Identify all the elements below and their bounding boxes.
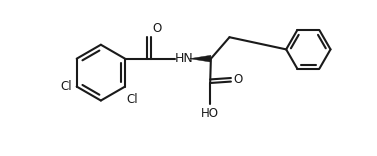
Text: Cl: Cl — [61, 80, 72, 93]
Polygon shape — [189, 55, 211, 62]
Text: O: O — [233, 73, 242, 86]
Text: O: O — [152, 22, 161, 35]
Text: Cl: Cl — [127, 93, 138, 106]
Text: HN: HN — [175, 52, 194, 65]
Text: HO: HO — [201, 107, 219, 120]
